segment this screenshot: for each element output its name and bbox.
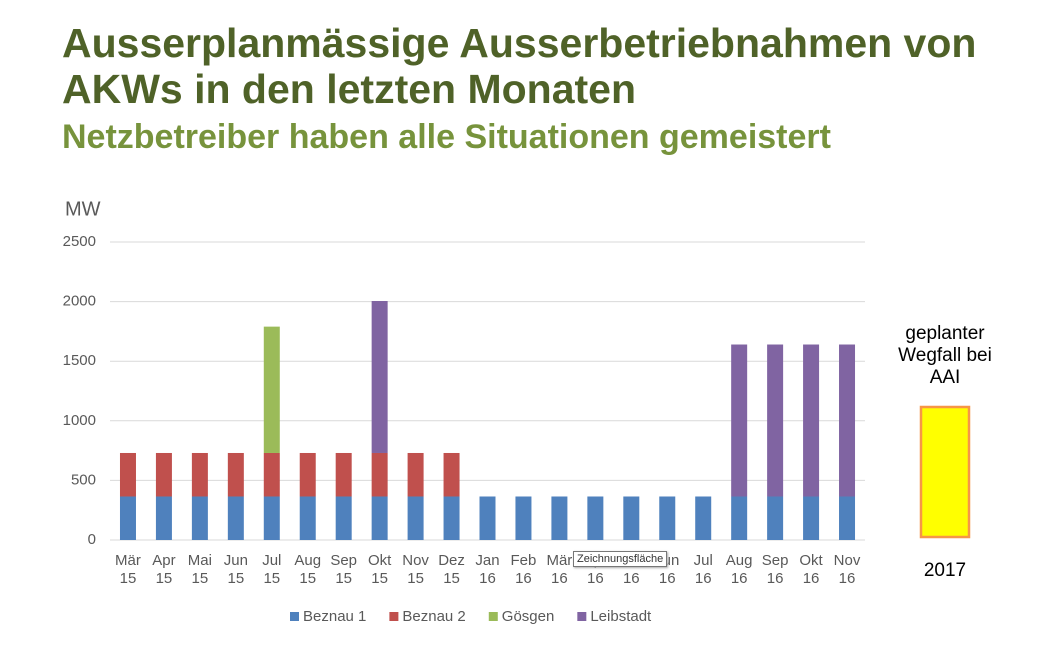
bar-segment (119, 452, 136, 497)
bar-segment (371, 301, 388, 453)
bar-segment (731, 496, 748, 540)
bar-segment (227, 452, 244, 497)
bar-segment (299, 452, 316, 497)
legend-label: Beznau 1 (303, 608, 366, 625)
bar-segment (371, 452, 388, 497)
bar-segment (551, 496, 568, 540)
bar-segment (839, 344, 856, 497)
legend-swatch (290, 612, 299, 621)
bar-segment (731, 344, 748, 497)
bar-segment (263, 326, 280, 453)
bar-segment (803, 496, 820, 540)
y-tick-label: 2000 (63, 293, 96, 310)
x-tick-label: Okt 15 (367, 552, 392, 587)
x-tick-label: Jun 15 (223, 552, 248, 587)
legend-swatch (577, 612, 587, 621)
y-tick-label: 500 (71, 471, 96, 488)
bar-segment (407, 452, 424, 497)
bar-segment (191, 496, 208, 540)
bar-segment (767, 496, 784, 540)
x-tick-label: Jul 16 (693, 552, 713, 587)
legend-label: Gösgen (502, 608, 555, 625)
x-tick-label: Feb 16 (510, 552, 537, 587)
legend-swatch (488, 612, 498, 621)
x-tick-label: Dez 15 (438, 552, 465, 587)
bar-segment (371, 496, 388, 540)
bar-segment (335, 452, 352, 497)
bar-segment (695, 496, 712, 540)
bar-segment (443, 496, 460, 540)
bar-segment (623, 496, 640, 540)
title: Ausserplanmässige Ausserbetriebnahmen vo… (62, 20, 977, 112)
x-tick-label: Jul 15 (262, 552, 282, 587)
bar-segment (587, 496, 604, 540)
bar-segment (659, 496, 676, 540)
bar-segment (191, 452, 208, 497)
x-tick-label: Mär 15 (115, 552, 141, 587)
y-tick-label: 1500 (63, 352, 96, 369)
x-tick-label: Okt 16 (799, 552, 823, 587)
x-tick-label: Sep 16 (761, 552, 789, 587)
bar-segment (839, 496, 856, 540)
bar-segment (155, 452, 172, 497)
legend-label: Leibstadt (590, 608, 652, 625)
bar-segment (515, 496, 532, 540)
x-tick-label: Apr 15 (152, 552, 176, 587)
annotation: geplanter Wegfall bei AAI (898, 323, 992, 388)
x-tick-label: Mai 15 (187, 552, 212, 587)
y-tick-label: 0 (88, 531, 96, 548)
x-tick-label: Nov 15 (402, 552, 429, 587)
planned-box (919, 405, 971, 539)
annotation-year: 2017 (923, 560, 967, 581)
x-tick-label: Aug 16 (725, 552, 753, 587)
subtitle: Netzbetreiber haben alle Situationen gem… (62, 118, 831, 156)
bar-segment (299, 496, 316, 540)
x-tick-label: Nov 16 (833, 552, 861, 587)
x-tick-label: Sep 15 (330, 552, 358, 587)
y-tick-label: 2500 (63, 233, 96, 250)
bar-segment (227, 496, 244, 540)
bar-segment (407, 496, 424, 540)
bar-segment (803, 344, 820, 497)
tooltip: Zeichnungsfläche (573, 551, 668, 567)
y-axis-label: MW (65, 198, 101, 220)
bar-segment (155, 496, 172, 540)
bar-segment (767, 344, 784, 497)
y-tick-label: 1000 (63, 412, 96, 429)
bar-segment (263, 496, 280, 540)
x-tick-label: Jan 16 (475, 552, 500, 587)
x-tick-label: Mär 16 (546, 552, 573, 587)
bar-segment (335, 496, 352, 540)
legend-swatch (389, 612, 399, 621)
legend-label: Beznau 2 (402, 608, 465, 625)
x-tick-label: Aug 15 (294, 552, 322, 587)
bar-segment (263, 452, 280, 497)
bar-segment (479, 496, 496, 540)
bar-segment (443, 452, 460, 497)
bar-segment (119, 496, 136, 540)
